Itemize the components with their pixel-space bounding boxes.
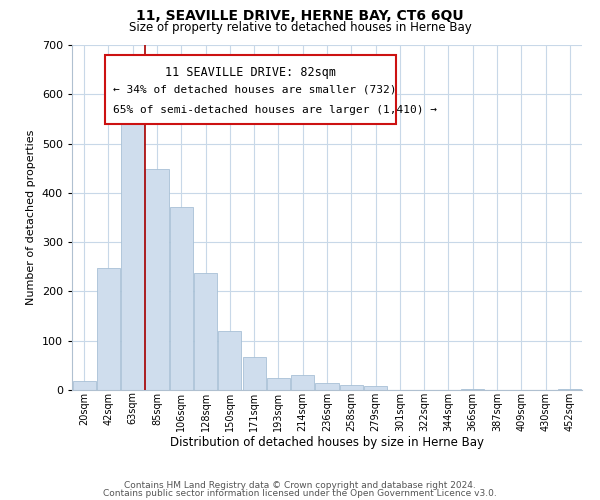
Bar — [364, 386, 387, 390]
Text: 65% of semi-detached houses are larger (1,410) →: 65% of semi-detached houses are larger (… — [113, 106, 437, 116]
Text: Contains HM Land Registry data © Crown copyright and database right 2024.: Contains HM Land Registry data © Crown c… — [124, 481, 476, 490]
Text: ← 34% of detached houses are smaller (732): ← 34% of detached houses are smaller (73… — [113, 84, 397, 94]
Bar — [242, 357, 266, 390]
FancyBboxPatch shape — [105, 56, 396, 124]
Bar — [194, 272, 217, 390]
Bar — [291, 375, 314, 390]
Text: 11 SEAVILLE DRIVE: 82sqm: 11 SEAVILLE DRIVE: 82sqm — [165, 66, 336, 78]
Y-axis label: Number of detached properties: Number of detached properties — [26, 130, 36, 305]
Bar — [170, 206, 193, 390]
Bar — [267, 378, 290, 390]
Bar — [316, 382, 338, 390]
Text: Contains public sector information licensed under the Open Government Licence v3: Contains public sector information licen… — [103, 488, 497, 498]
Text: 11, SEAVILLE DRIVE, HERNE BAY, CT6 6QU: 11, SEAVILLE DRIVE, HERNE BAY, CT6 6QU — [136, 9, 464, 23]
Bar — [73, 381, 95, 390]
Bar — [461, 388, 484, 390]
X-axis label: Distribution of detached houses by size in Herne Bay: Distribution of detached houses by size … — [170, 436, 484, 450]
Bar — [340, 385, 363, 390]
Bar — [218, 331, 241, 390]
Bar — [97, 268, 120, 390]
Bar — [121, 102, 144, 390]
Bar — [559, 389, 581, 390]
Bar — [145, 169, 169, 390]
Text: Size of property relative to detached houses in Herne Bay: Size of property relative to detached ho… — [128, 21, 472, 34]
